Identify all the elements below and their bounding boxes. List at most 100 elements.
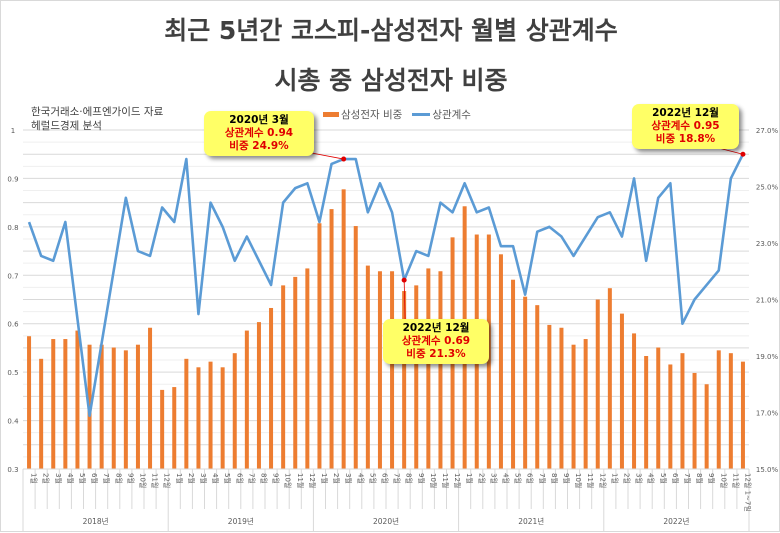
x-axis-year-label: 2022년 — [663, 516, 689, 526]
x-axis-month-label: 6월 — [671, 473, 680, 484]
callout-corr: 상관계수 0.69 — [383, 335, 489, 348]
bar — [729, 353, 733, 469]
bar — [511, 280, 515, 469]
bar — [305, 268, 309, 469]
x-axis-month-label: 11월 — [731, 473, 740, 488]
right-axis-tick: 15.0% — [756, 466, 779, 474]
bar — [572, 345, 576, 469]
callout-corr: 상관계수 0.95 — [632, 120, 739, 133]
bar — [656, 348, 660, 469]
x-axis-month-label: 9월 — [707, 473, 716, 484]
x-axis-month-label: 5월 — [368, 473, 377, 484]
x-axis-month-label: 9월 — [417, 473, 426, 484]
x-axis-month-label: 9월 — [272, 473, 281, 484]
x-axis-month-label: 4월 — [66, 473, 75, 484]
left-axis-tick: 0.6 — [7, 321, 19, 329]
bar — [269, 308, 273, 469]
x-axis-month-label: 12월 — [598, 473, 607, 488]
bar — [112, 348, 116, 469]
x-axis-year-label: 2021년 — [518, 516, 544, 526]
legend-bar-swatch — [323, 112, 339, 117]
x-axis-month-label: 1월 — [465, 473, 474, 484]
x-axis-month-label: 5월 — [223, 473, 232, 484]
x-axis-month-label: 1월 — [610, 473, 619, 484]
x-axis-month-label: 8월 — [114, 473, 123, 484]
bar — [668, 364, 672, 469]
x-axis-month-label: 7월 — [247, 473, 256, 484]
bar — [209, 362, 213, 469]
left-axis-tick: 0.3 — [7, 466, 18, 474]
bar — [136, 345, 140, 469]
bar — [196, 367, 200, 469]
x-axis-month-label: 8월 — [550, 473, 559, 484]
x-axis-month-label: 6월 — [235, 473, 244, 484]
right-axis-tick: 23.0% — [756, 240, 779, 248]
bar — [257, 322, 261, 469]
left-axis-tick: 0.9 — [7, 175, 18, 183]
x-axis-month-label: 2월 — [187, 473, 196, 484]
bar — [160, 390, 164, 469]
callout-share: 비중 24.9% — [204, 140, 314, 153]
x-axis-month-label: 4월 — [356, 473, 365, 484]
legend-item-corr: 상관계수 — [412, 107, 471, 122]
x-axis-month-label: 1월 — [30, 473, 39, 484]
callout-2020-08: 2022년 12월 상관계수 0.69 비중 21.3% — [383, 319, 489, 364]
x-axis-month-label: 9월 — [562, 473, 571, 484]
right-axis-tick: 19.0% — [756, 353, 779, 361]
x-axis-month-label: 3월 — [54, 473, 63, 484]
bar — [124, 350, 128, 469]
bar — [680, 353, 684, 469]
bar — [499, 254, 503, 469]
bar — [100, 345, 104, 469]
bar — [281, 285, 285, 469]
left-axis-tick: 0.7 — [7, 272, 18, 280]
x-axis-month-label: 6월 — [90, 473, 99, 484]
x-axis-month-label: 3월 — [635, 473, 644, 484]
x-axis-month-label: 8월 — [695, 473, 704, 484]
x-axis-month-label: 8월 — [405, 473, 414, 484]
bar — [75, 331, 79, 469]
bar — [559, 328, 563, 469]
left-axis-tick: 0.4 — [7, 418, 19, 426]
x-axis-month-label: 5월 — [514, 473, 523, 484]
bar — [366, 266, 370, 469]
x-axis-month-label: 7월 — [538, 473, 547, 484]
bar — [644, 356, 648, 469]
x-axis-month-label: 12월 — [308, 473, 317, 488]
x-axis-month-label: 9월 — [126, 473, 135, 484]
bar — [414, 285, 418, 469]
source-line1: 한국거래소·에프엔가이드 자료 — [31, 105, 163, 119]
bar — [717, 350, 721, 469]
bar — [596, 300, 600, 470]
bar — [402, 291, 406, 469]
x-axis-month-label: 4월 — [647, 473, 656, 484]
x-axis-month-label: 5월 — [659, 473, 668, 484]
callout-corr: 상관계수 0.94 — [204, 127, 314, 140]
right-axis-tick: 27.0% — [756, 127, 779, 135]
x-axis-month-label: 6월 — [380, 473, 389, 484]
right-axis-tick: 25.0% — [756, 184, 779, 192]
x-axis-month-label: 4월 — [501, 473, 510, 484]
x-axis-month-label: 10월 — [429, 473, 438, 488]
x-axis-month-label: 7월 — [393, 473, 402, 484]
x-axis-month-label: 10월 — [574, 473, 583, 488]
bar — [221, 367, 225, 469]
bar — [426, 268, 430, 469]
bar — [245, 331, 249, 469]
callout-title: 2022년 12월 — [632, 107, 739, 120]
x-axis-month-label: 2월 — [477, 473, 486, 484]
bar — [620, 314, 624, 469]
x-axis-month-label: 7월 — [683, 473, 692, 484]
x-axis-month-label: 7월 — [102, 473, 111, 484]
legend: 삼성전자 비중 상관계수 — [323, 107, 471, 122]
x-axis-month-label: 10월 — [719, 473, 728, 488]
bar — [330, 209, 334, 469]
left-axis-tick: 0.5 — [7, 369, 18, 377]
bar — [63, 339, 67, 469]
x-axis-month-label: 11월 — [296, 473, 305, 488]
x-axis-month-label: 10월 — [284, 473, 293, 488]
bar — [608, 288, 612, 469]
callout-share: 비중 21.3% — [383, 348, 489, 361]
x-axis-year-label: 2020년 — [373, 516, 399, 526]
callout-2020-03: 2020년 3월 상관계수 0.94 비중 24.9% — [204, 111, 314, 156]
